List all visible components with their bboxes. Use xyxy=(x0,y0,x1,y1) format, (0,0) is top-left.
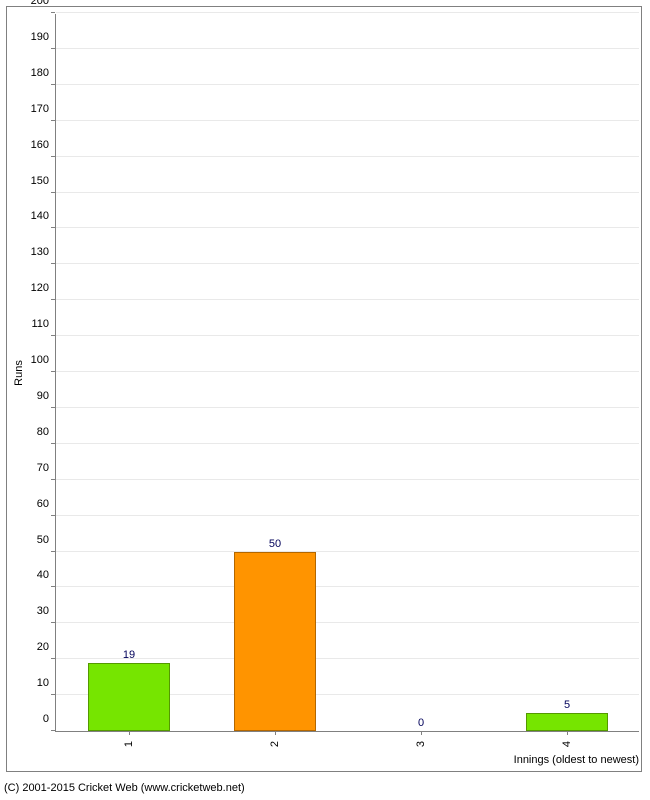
y-tick xyxy=(51,622,55,623)
y-tick-label: 20 xyxy=(37,641,49,653)
bar-value-label: 50 xyxy=(269,538,281,550)
y-tick-label: 180 xyxy=(31,67,49,79)
y-tick-label: 160 xyxy=(31,139,49,151)
grid-line xyxy=(56,622,639,623)
grid-line xyxy=(56,120,639,121)
grid-line xyxy=(56,227,639,228)
bar xyxy=(88,663,170,731)
y-tick xyxy=(51,84,55,85)
y-tick-label: 190 xyxy=(31,31,49,43)
x-tick xyxy=(421,731,422,735)
y-tick xyxy=(51,694,55,695)
grid-line xyxy=(56,443,639,444)
x-tick xyxy=(567,731,568,735)
y-tick xyxy=(51,407,55,408)
grid-line xyxy=(56,299,639,300)
y-tick-label: 0 xyxy=(43,713,49,725)
y-tick-label: 90 xyxy=(37,390,49,402)
copyright-text: (C) 2001-2015 Cricket Web (www.cricketwe… xyxy=(4,782,245,794)
grid-line xyxy=(56,84,639,85)
grid-line xyxy=(56,156,639,157)
grid-line xyxy=(56,658,639,659)
y-tick-label: 80 xyxy=(37,426,49,438)
y-tick xyxy=(51,658,55,659)
y-tick-label: 50 xyxy=(37,534,49,546)
y-tick xyxy=(51,192,55,193)
y-tick xyxy=(51,48,55,49)
x-tick xyxy=(275,731,276,735)
y-tick-label: 30 xyxy=(37,605,49,617)
y-tick-label: 140 xyxy=(31,210,49,222)
x-axis-title: Innings (oldest to newest) xyxy=(514,754,639,766)
y-tick-label: 100 xyxy=(31,354,49,366)
x-tick-label: 4 xyxy=(561,741,573,747)
y-tick xyxy=(51,371,55,372)
y-tick-label: 170 xyxy=(31,103,49,115)
grid-line xyxy=(56,263,639,264)
x-tick xyxy=(129,731,130,735)
grid-line xyxy=(56,12,639,13)
plot-area: 0102030405060708090100110120130140150160… xyxy=(55,14,639,732)
chart-frame: 0102030405060708090100110120130140150160… xyxy=(0,0,650,800)
y-tick-label: 10 xyxy=(37,677,49,689)
bar xyxy=(526,713,608,731)
grid-line xyxy=(56,192,639,193)
y-tick xyxy=(51,443,55,444)
grid-line xyxy=(56,586,639,587)
y-tick-label: 150 xyxy=(31,175,49,187)
y-axis-title: Runs xyxy=(13,360,25,386)
y-tick-label: 60 xyxy=(37,498,49,510)
y-tick xyxy=(51,335,55,336)
grid-line xyxy=(56,335,639,336)
y-tick xyxy=(51,586,55,587)
y-tick xyxy=(51,515,55,516)
y-tick xyxy=(51,551,55,552)
y-tick-label: 130 xyxy=(31,246,49,258)
x-tick-label: 2 xyxy=(269,741,281,747)
y-tick-label: 40 xyxy=(37,569,49,581)
x-tick-label: 3 xyxy=(415,741,427,747)
grid-line xyxy=(56,371,639,372)
y-tick xyxy=(51,479,55,480)
bar-value-label: 19 xyxy=(123,649,135,661)
x-tick-label: 1 xyxy=(123,741,135,747)
bar-value-label: 0 xyxy=(418,717,424,729)
bar xyxy=(234,552,316,732)
y-tick xyxy=(51,156,55,157)
y-tick-label: 200 xyxy=(31,0,49,7)
bar-value-label: 5 xyxy=(564,699,570,711)
y-tick xyxy=(51,299,55,300)
y-tick-label: 110 xyxy=(31,318,49,330)
y-tick xyxy=(51,120,55,121)
y-tick-label: 120 xyxy=(31,282,49,294)
y-tick xyxy=(51,730,55,731)
grid-line xyxy=(56,48,639,49)
y-tick xyxy=(51,227,55,228)
grid-line xyxy=(56,479,639,480)
y-tick-label: 70 xyxy=(37,462,49,474)
grid-line xyxy=(56,407,639,408)
y-tick xyxy=(51,263,55,264)
grid-line xyxy=(56,551,639,552)
y-tick xyxy=(51,12,55,13)
grid-line xyxy=(56,515,639,516)
